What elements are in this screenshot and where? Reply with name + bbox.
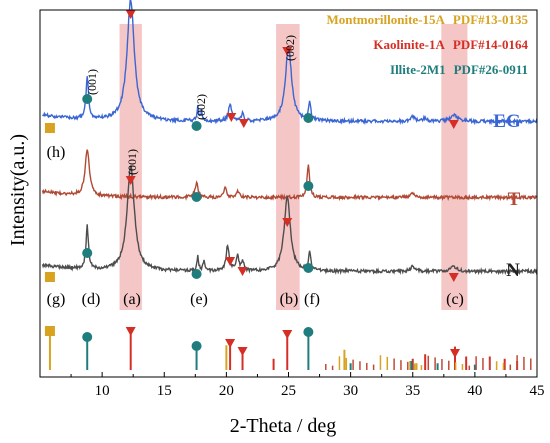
y-axis-label: Intensity(a.u.) xyxy=(7,134,29,246)
illite-marker xyxy=(191,341,202,351)
x-axis-label: 2-Theta / deg xyxy=(230,415,337,437)
x-tick-label: 35 xyxy=(405,383,420,399)
kaolinite-marker xyxy=(225,257,236,266)
kaolinite-marker xyxy=(449,349,460,358)
montmorillonite-marker xyxy=(44,123,55,133)
legend-illite-pdf: PDF#26-0911 xyxy=(454,62,528,77)
x-tick-label: 45 xyxy=(530,383,545,399)
x-axis-ticks: 10 15 20 25 30 35 40 45 xyxy=(70,372,545,399)
x-tick-label: 40 xyxy=(467,383,482,399)
illite-marker xyxy=(303,113,314,123)
illite-marker xyxy=(303,263,314,273)
illite-marker xyxy=(82,332,93,342)
x-tick-label: 10 xyxy=(95,383,110,399)
illite-marker xyxy=(191,192,202,202)
reference-lines xyxy=(48,327,532,370)
series-label-eg: EG xyxy=(493,111,521,132)
kaolinite-marker xyxy=(238,119,249,128)
highlight-band-2 xyxy=(441,24,468,310)
illite-marker xyxy=(82,94,93,104)
peak-label-c: (c) xyxy=(446,291,464,308)
kaolinite-marker xyxy=(282,218,293,227)
series-label-n: N xyxy=(506,260,520,281)
miller-index-001-left: (001) xyxy=(85,69,99,95)
kaolinite-marker xyxy=(225,339,236,348)
legend-kaolinite-name: Kaolinite-1A xyxy=(373,37,445,52)
legend-montmorillonite-name: Montmorillonite-15A xyxy=(326,12,445,27)
kaolinite-marker xyxy=(282,330,293,339)
series-line-eg xyxy=(42,0,538,126)
illite-marker xyxy=(191,269,202,279)
peak-label-d: (d) xyxy=(82,291,101,308)
x-tick-label: 30 xyxy=(343,383,358,399)
peak-label-f: (f) xyxy=(304,291,320,308)
legend-illite: Illite-2M1 PDF#26-0911 xyxy=(390,62,528,77)
miller-index-001-n: (001) xyxy=(125,149,139,175)
kaolinite-marker xyxy=(448,120,459,129)
illite-marker xyxy=(303,181,314,191)
montmorillonite-marker xyxy=(44,272,55,282)
legend-illite-name: Illite-2M1 xyxy=(390,62,446,77)
legend-montmorillonite: Montmorillonite-15A PDF#13-0135 xyxy=(326,12,528,27)
x-tick-label: 15 xyxy=(157,383,172,399)
series-label-t: T xyxy=(508,189,521,210)
kaolinite-marker xyxy=(226,113,237,122)
kaolinite-marker xyxy=(237,347,248,356)
miller-index-002-right: (002) xyxy=(283,35,297,61)
peak-label-b: (b) xyxy=(280,291,299,308)
peak-label-a: (a) xyxy=(123,291,141,308)
peak-label-h: (h) xyxy=(47,144,66,161)
legend-kaolinite-pdf: PDF#14-0164 xyxy=(453,37,529,52)
montmorillonite-marker xyxy=(44,326,55,336)
x-tick-label: 25 xyxy=(281,383,296,399)
kaolinite-marker xyxy=(237,267,248,276)
illite-marker xyxy=(82,248,93,258)
legend-kaolinite: Kaolinite-1A PDF#14-0164 xyxy=(373,37,528,52)
kaolinite-marker xyxy=(125,10,136,19)
kaolinite-marker xyxy=(125,327,136,336)
peak-markers xyxy=(44,10,460,358)
kaolinite-marker xyxy=(125,176,136,185)
x-tick-label: 20 xyxy=(219,383,234,399)
kaolinite-marker xyxy=(282,47,293,56)
series-line-t xyxy=(41,149,538,202)
legend-montmorillonite-pdf: PDF#13-0135 xyxy=(453,12,529,27)
miller-index-002-mid: (002) xyxy=(194,94,208,120)
kaolinite-marker xyxy=(448,273,459,282)
highlight-band-1 xyxy=(276,24,300,310)
illite-marker xyxy=(191,121,202,131)
illite-marker xyxy=(303,327,314,337)
peak-label-g: (g) xyxy=(47,291,66,308)
peak-label-e: (e) xyxy=(190,291,208,308)
